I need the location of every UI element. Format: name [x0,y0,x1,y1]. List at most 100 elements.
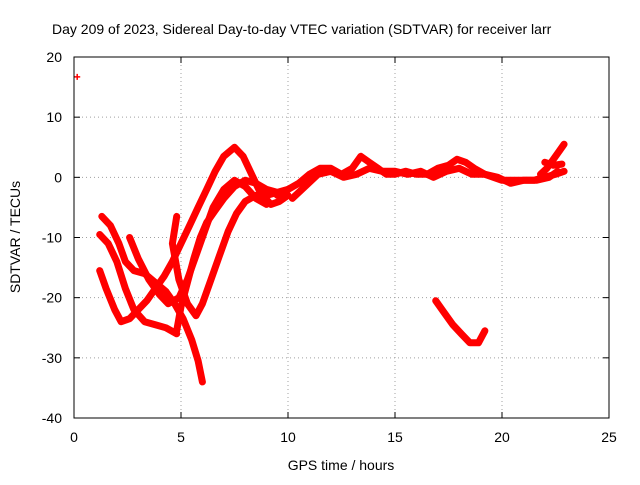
y-tick-label: 10 [46,109,62,125]
data-point [537,171,544,178]
data-point [220,195,227,202]
data-point [231,144,238,151]
data-point [561,168,568,175]
data-point [188,336,195,343]
data-point [175,276,182,283]
y-axis-label: SDTVAR / TECUs [7,181,23,293]
y-tick-label: -10 [42,230,62,246]
data-point [122,285,129,292]
data-point [184,279,191,286]
data-point [197,234,204,241]
data-point [203,186,210,193]
data-point [434,165,441,172]
data-point [494,174,501,181]
x-axis-label: GPS time / hours [288,457,395,473]
data-point [285,186,291,193]
y-tick-label: -30 [42,350,62,366]
data-point [122,258,129,265]
data-point [546,174,553,181]
series-trace [168,188,281,320]
data-point [152,321,159,328]
data-point [98,213,105,220]
y-tick-label: -40 [42,410,62,426]
chart-title: Day 209 of 2023, Sidereal Day-to-day VTE… [52,21,552,37]
data-point [481,171,488,178]
data-point [252,192,259,199]
data-point [195,204,202,211]
data-point [96,231,103,238]
data-point [306,171,313,178]
data-point [212,168,219,175]
data-point [220,186,227,193]
data-point [481,327,488,334]
y-tick-label: -20 [42,290,62,306]
data-point [163,324,170,331]
ticks: 0 5 10 15 20 25 -40 -30 -20 -10 0 10 20 [42,49,617,445]
data-point [143,297,150,304]
data-point [220,153,227,160]
data-point [462,159,469,166]
data-point [242,177,249,184]
data-point [173,213,180,220]
data-point [443,168,450,175]
data-point [242,183,249,190]
x-tick-label: 10 [280,429,296,445]
data-point [233,210,240,217]
y-tick-label: 0 [54,169,62,185]
data-point [115,240,122,247]
data-point [327,168,334,175]
data-point [353,171,360,178]
data-point [454,156,461,163]
data-point [96,267,103,274]
data-point [349,165,356,172]
data-point [111,306,118,313]
data-point [135,255,142,262]
data-point [173,327,180,334]
data-point [432,297,439,304]
data-point [165,300,172,307]
data-point [192,312,199,319]
data-point [207,276,214,283]
data-point [156,291,163,298]
data-point [404,171,411,178]
data-point [242,198,249,205]
data-point [289,195,296,202]
data-point [475,339,482,346]
data-point [231,177,238,184]
x-tick-label: 25 [601,429,617,445]
data-point [441,309,448,316]
data-point [252,180,259,187]
data-point [533,177,540,184]
data-point [379,168,386,175]
x-tick-label: 20 [494,429,510,445]
data-point [74,73,81,80]
data-point [163,288,170,295]
data-point [541,159,548,166]
data-point [186,222,193,229]
data-point [556,147,563,154]
data-point [178,240,184,247]
x-tick-label: 5 [177,429,185,445]
data-point [366,159,373,166]
data-point [449,321,456,328]
data-point [276,198,283,205]
data-point [274,192,281,199]
data-point [392,168,398,175]
data-point [178,303,184,310]
data-point [113,258,120,265]
data-point [550,156,557,163]
data-point [263,186,270,193]
data-point [458,330,465,337]
data-point [130,267,137,274]
data-point [248,171,255,178]
data-point [225,228,232,235]
data-layer [74,73,568,386]
data-point [126,315,133,322]
data-point [145,276,152,283]
data-point [561,141,568,148]
data-point [263,192,270,199]
data-point [314,171,321,178]
data-point [340,174,347,181]
